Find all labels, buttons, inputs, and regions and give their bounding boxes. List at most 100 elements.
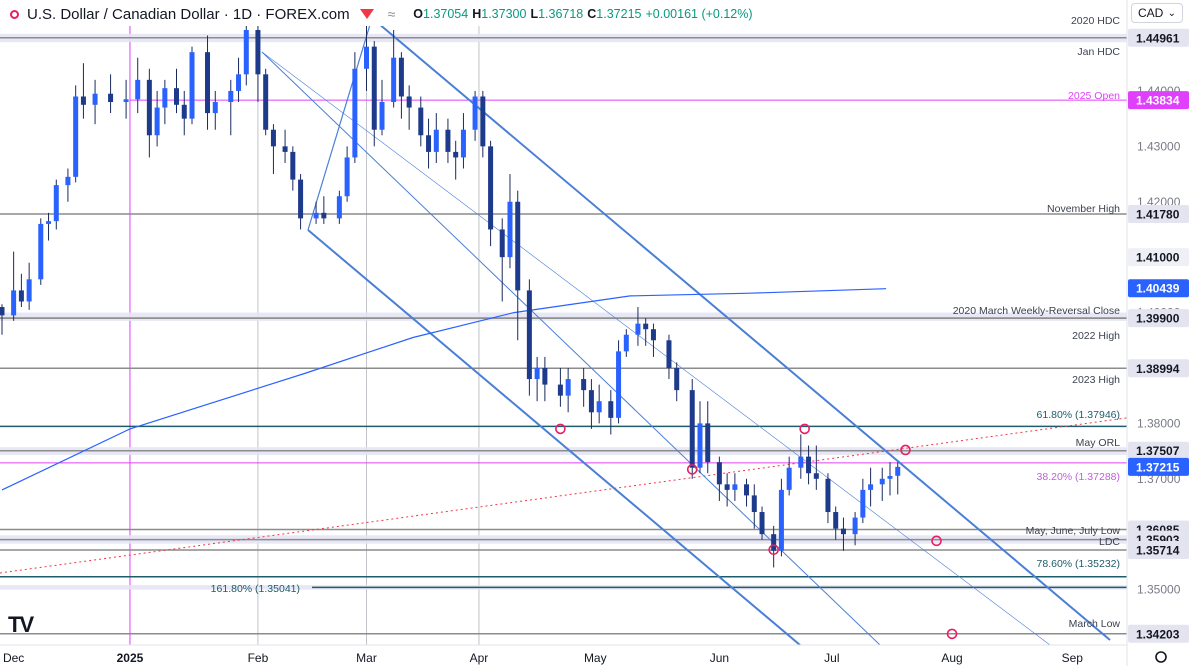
- price-badge: [1128, 248, 1189, 267]
- candle-body: [181, 104, 187, 119]
- plot-area: [0, 26, 1127, 646]
- price-badge: [1128, 457, 1189, 476]
- time-axis-tick: 2025: [117, 651, 144, 665]
- ohlc-low: L1.36718: [530, 7, 584, 21]
- time-axis-tick: Apr: [470, 651, 489, 665]
- time-axis-tick: May: [584, 651, 607, 665]
- candle-body: [534, 367, 540, 380]
- candle-body: [616, 351, 622, 418]
- candle-body: [243, 30, 249, 75]
- candle-body: [833, 512, 839, 529]
- candle-body: [418, 107, 424, 136]
- candle-body: [364, 46, 370, 69]
- candle-body: [391, 57, 397, 103]
- candle-body: [472, 96, 478, 130]
- price-badge-label: 1.41000: [1136, 251, 1180, 265]
- candle-body: [840, 528, 846, 535]
- candle-body: [173, 88, 179, 105]
- candle-body: [724, 484, 730, 490]
- pivot-marker: [900, 444, 911, 456]
- candle-body: [798, 456, 804, 468]
- flag-icon[interactable]: [359, 9, 374, 19]
- candle-body: [162, 88, 168, 108]
- price-badge: [1128, 624, 1189, 643]
- candle-body: [744, 484, 750, 496]
- candle-body: [588, 390, 594, 413]
- candle-body: [212, 102, 218, 114]
- price-badge-label: 1.44961: [1136, 31, 1180, 45]
- candle-body: [666, 340, 672, 368]
- tradingview-logo: TV: [8, 612, 34, 637]
- price-badge: [1128, 204, 1189, 223]
- price-badge: [1128, 441, 1189, 460]
- candle-body: [868, 484, 874, 490]
- symbol-title[interactable]: U.S. Dollar / Canadian Dollar · 1D · FOR…: [27, 5, 350, 23]
- time-axis-tick: Jul: [824, 651, 839, 665]
- level-label: 78.60% (1.35232): [1037, 558, 1120, 570]
- level-label: 2023 High: [1072, 374, 1120, 386]
- ohlc-close: C1.37215: [587, 7, 642, 21]
- time-axis-tick: Feb: [248, 651, 269, 665]
- channel-line: [307, 229, 801, 646]
- indicator-wave-icon[interactable]: ≈: [387, 6, 396, 22]
- price-badge: [1128, 309, 1189, 328]
- candle-body: [255, 30, 261, 75]
- candle-body: [751, 495, 757, 513]
- candle-body: [643, 323, 649, 330]
- candle-body: [426, 135, 432, 152]
- price-badge-label: 1.43834: [1136, 94, 1180, 108]
- candle-body: [716, 462, 722, 485]
- price-axis-tick: 1.43000: [1137, 139, 1181, 153]
- candle-body: [433, 129, 439, 152]
- time-axis-tick: Sep: [1062, 651, 1084, 665]
- price-badge: [1128, 279, 1189, 298]
- pivot-marker: [931, 535, 942, 547]
- candle-body: [488, 146, 494, 230]
- pitchfork-handle: [307, 26, 371, 231]
- candle-body: [336, 196, 342, 219]
- candle-body: [860, 489, 866, 518]
- candle-body: [786, 467, 792, 490]
- candle-body: [344, 157, 350, 197]
- candle-body: [379, 102, 385, 130]
- time-axis-tick: Mar: [356, 651, 377, 665]
- channel-line: [379, 26, 1111, 641]
- candle-body: [135, 79, 141, 100]
- currency-value: CAD: [1138, 6, 1164, 20]
- price-badge-label: 1.39900: [1136, 312, 1180, 326]
- candle-body: [460, 129, 466, 158]
- ohlc-change: +0.00161 (+0.12%): [645, 7, 753, 21]
- candle-body: [879, 478, 885, 485]
- candle-body: [759, 512, 765, 535]
- level-label: 2020 March Weekly-Reversal Close: [953, 305, 1120, 317]
- price-badge: [1128, 91, 1189, 110]
- candle-body: [18, 290, 24, 302]
- candle-body: [11, 290, 17, 316]
- candle-body: [92, 93, 98, 105]
- candle-body: [565, 379, 571, 396]
- sma-line: [1, 288, 887, 491]
- price-badge-label: 1.38994: [1136, 362, 1180, 376]
- candle-body: [674, 367, 680, 391]
- candle-body: [282, 146, 288, 152]
- time-axis-tick: Dec: [3, 651, 24, 665]
- candle-body: [596, 401, 602, 413]
- pivot-marker: [946, 628, 958, 640]
- candle-body: [806, 456, 812, 474]
- candle-body: [298, 179, 304, 219]
- candle-body: [581, 379, 587, 391]
- price-axis-tick: 1.35000: [1137, 583, 1181, 597]
- chart-header: U.S. Dollar / Canadian Dollar · 1D · FOR…: [8, 4, 757, 24]
- pivot-marker: [555, 423, 566, 435]
- currency-select[interactable]: CAD ⌄: [1131, 3, 1183, 23]
- candle-body: [813, 473, 819, 479]
- level-label: 2020 HDC: [1071, 15, 1120, 27]
- candle-body: [895, 466, 901, 476]
- candle-body: [650, 329, 656, 341]
- price-badge-label: 1.40439: [1136, 282, 1180, 296]
- level-label: March Low: [1069, 618, 1121, 630]
- candle-body: [321, 212, 327, 219]
- price-badge-label: 1.41780: [1136, 207, 1180, 221]
- candle-body: [80, 96, 86, 105]
